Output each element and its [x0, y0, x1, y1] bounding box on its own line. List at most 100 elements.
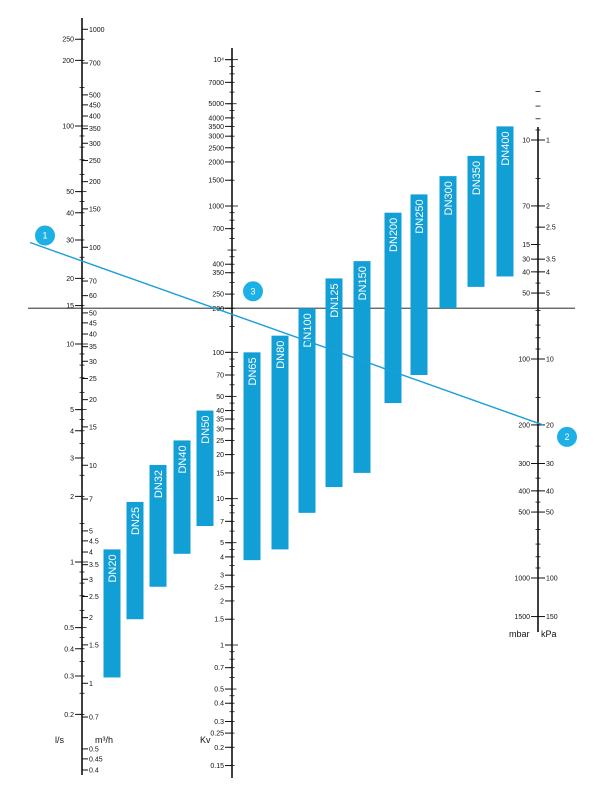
pressure-mbar-tick-label: 100	[518, 357, 530, 364]
flow-ls-tick-label: 10	[66, 342, 74, 349]
pressure-kpa-tick-label: 50	[546, 510, 554, 517]
flow-m3h-tick-label: 1	[89, 681, 93, 688]
marker-label: 1	[42, 231, 47, 241]
kv-tick-label: 4000	[208, 115, 224, 122]
flow-m3h-tick-label: 3	[89, 577, 93, 584]
dn-bar	[243, 352, 261, 561]
flow-m3h-tick-label: 0.45	[89, 756, 103, 763]
pressure-mbar-tick-label: 15	[522, 242, 530, 249]
flow-m3h-tick-label: 4.5	[89, 538, 99, 545]
flow-ls-tick-label: 3	[70, 455, 74, 462]
kv-tick-label: 50	[216, 394, 224, 401]
dn-bar-label: DN25	[130, 507, 142, 535]
flow-unit-m3h: m³/h	[95, 735, 113, 745]
flow-ls-tick-label: 0.3	[64, 673, 74, 680]
pressure-kpa-tick-label: 5	[546, 291, 550, 298]
flow-m3h-tick-label: 0.5	[89, 746, 99, 753]
flow-m3h-tick-label: 30	[89, 359, 97, 366]
flow-m3h-tick-label: 450	[89, 102, 101, 109]
flow-ls-tick-label: 15	[66, 303, 74, 310]
flow-ls-tick-label: 1	[70, 560, 74, 567]
flow-m3h-tick-label: 250	[89, 158, 101, 165]
kv-tick-label: 70	[216, 373, 224, 380]
flow-m3h-tick-label: 40	[89, 332, 97, 339]
marker-label: 3	[250, 286, 255, 296]
flow-ls-tick-label: 4	[70, 428, 74, 435]
flow-m3h-tick-label: 20	[89, 397, 97, 404]
kv-tick-label: 2500	[208, 145, 224, 152]
flow-m3h-tick-label: 500	[89, 92, 101, 99]
pressure-mbar-tick-label: 1000	[514, 576, 530, 583]
pressure-mbar-tick-label: 30	[522, 257, 530, 264]
kv-tick-label: 1.5	[214, 617, 224, 624]
flow-m3h-tick-label: 5	[89, 528, 93, 535]
dn-bar-label: DN50	[200, 416, 212, 444]
dn-bar-label: DN350	[471, 161, 483, 195]
dn-bar-label: DN40	[177, 445, 189, 473]
flow-unit-ls: l/s	[55, 735, 65, 745]
flow-m3h-tick-label: 350	[89, 126, 101, 133]
dn-bar-label: DN150	[357, 266, 369, 300]
pressure-unit-kpa: kPa	[541, 629, 557, 639]
dn-bar	[496, 126, 514, 277]
dn-bar-label: DN300	[443, 181, 455, 215]
flow-m3h-tick-label: 2	[89, 615, 93, 622]
pressure-mbar-tick-label: 1500	[514, 614, 530, 621]
flow-ls-tick-label: 200	[62, 58, 74, 65]
pressure-mbar-tick-label: 500	[518, 510, 530, 517]
dn-bar	[384, 212, 402, 404]
kv-tick-label: 2.5	[214, 584, 224, 591]
flow-m3h-tick-label: 100	[89, 245, 101, 252]
flow-ls-tick-label: 0.4	[64, 646, 74, 653]
flow-m3h-tick-label: 15	[89, 424, 97, 431]
pressure-unit-mbar: mbar	[509, 629, 530, 639]
kv-tick-label: 0.3	[214, 719, 224, 726]
marker-circle	[557, 426, 577, 447]
pressure-mbar-tick-label: 400	[518, 488, 530, 495]
dn-bar-label: DN250	[414, 199, 426, 233]
flow-ls-tick-label: 0.2	[64, 712, 74, 719]
kv-tick-label: 1500	[208, 178, 224, 185]
flow-m3h-tick-label: 1.5	[89, 642, 99, 649]
axes-layer: 250200100504030201510543210.50.40.30.210…	[55, 18, 558, 778]
kv-tick-label: 5	[220, 540, 224, 547]
dn-bar-label: DN200	[388, 218, 400, 252]
kv-tick-label: 0.2	[214, 745, 224, 752]
flow-m3h-tick-label: 400	[89, 114, 101, 121]
flow-m3h-tick-label: 60	[89, 293, 97, 300]
flow-ls-tick-label: 0.5	[64, 625, 74, 632]
flow-m3h-tick-label: 300	[89, 141, 101, 148]
dn-bar	[196, 410, 214, 527]
kv-tick-label: 250	[212, 292, 224, 299]
solution-layer	[29, 241, 544, 426]
dn-bar-label: DN100	[302, 313, 314, 347]
kv-tick-label: 3500	[208, 124, 224, 131]
kv-tick-label: 20	[216, 452, 224, 459]
dn-bar	[467, 155, 485, 287]
kv-tick-label: 4	[220, 554, 224, 561]
kv-tick-label: 0.4	[214, 701, 224, 708]
marker-circle	[243, 281, 263, 302]
flow-m3h-tick-label: 200	[89, 179, 101, 186]
dn-bar	[103, 549, 121, 678]
dn-bar	[149, 464, 167, 587]
flow-ls-tick-label: 30	[66, 237, 74, 244]
kv-tick-label: 0.25	[210, 731, 224, 738]
pressure-kpa-tick-label: 150	[546, 614, 558, 621]
flow-m3h-tick-label: 3.5	[89, 562, 99, 569]
kv-tick-label: 0.15	[210, 763, 224, 770]
kv-tick-label: 35	[216, 417, 224, 424]
kv-tick-label: 30	[216, 426, 224, 433]
kv-tick-label: 400	[212, 262, 224, 269]
flow-m3h-tick-label: 25	[89, 376, 97, 383]
pressure-kpa-tick-label: 100	[546, 576, 558, 583]
dn-bar	[410, 194, 428, 376]
flow-m3h-tick-label: 1000	[89, 27, 105, 34]
kv-tick-label: 25	[216, 438, 224, 445]
dn-bar	[173, 440, 191, 554]
pressure-kpa-tick-label: 20	[546, 422, 554, 429]
flow-m3h-tick-label: 4	[89, 550, 93, 557]
pressure-mbar-tick-label: 10	[522, 138, 530, 145]
flow-m3h-tick-label: 70	[89, 279, 97, 286]
